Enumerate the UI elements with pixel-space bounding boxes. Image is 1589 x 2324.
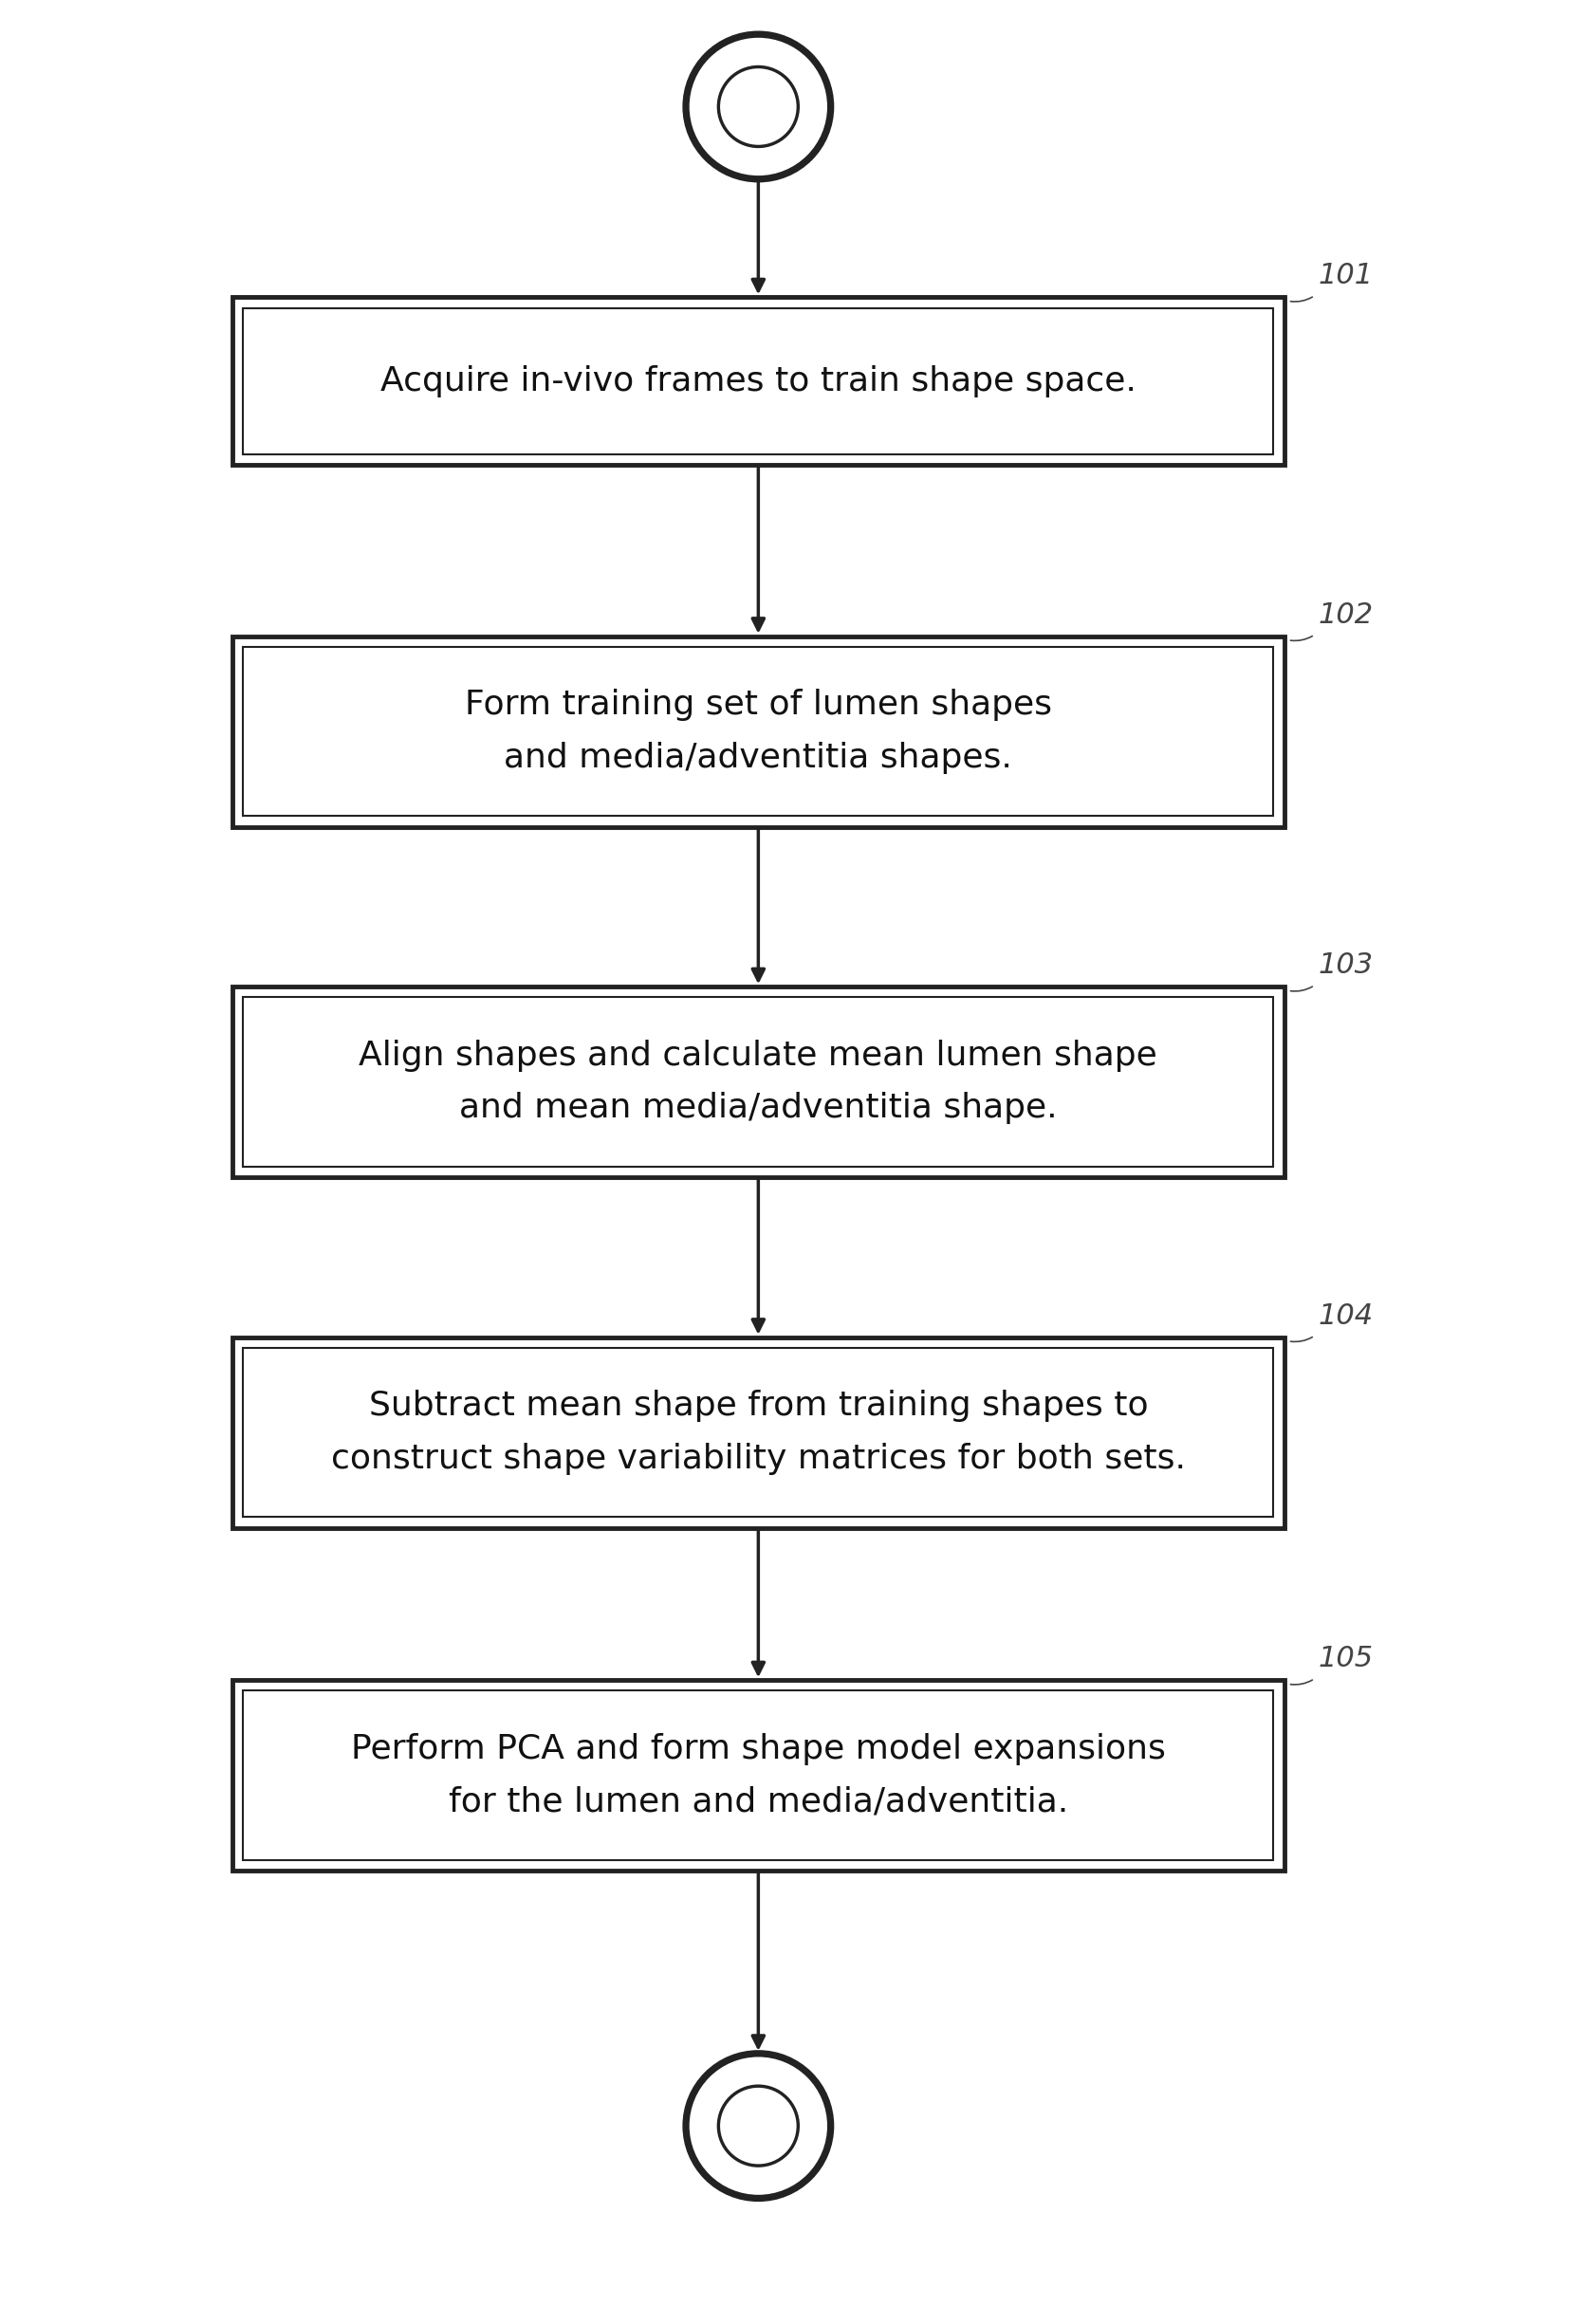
Bar <box>243 1692 1273 1859</box>
Text: 104: 104 <box>1319 1301 1373 1329</box>
Bar <box>232 297 1284 465</box>
Text: Form training set of lumen shapes
and media/adventitia shapes.: Form training set of lumen shapes and me… <box>464 688 1052 774</box>
Text: 105: 105 <box>1319 1645 1373 1673</box>
Bar <box>243 307 1273 453</box>
Bar <box>243 997 1273 1167</box>
Bar <box>232 1680 1284 1871</box>
Bar <box>232 988 1284 1178</box>
Bar <box>232 637 1284 827</box>
Text: Align shapes and calculate mean lumen shape
and mean media/adventitia shape.: Align shapes and calculate mean lumen sh… <box>359 1039 1157 1125</box>
Bar <box>243 1348 1273 1518</box>
Text: Subtract mean shape from training shapes to
construct shape variability matrices: Subtract mean shape from training shapes… <box>331 1390 1185 1476</box>
Bar <box>232 1336 1284 1527</box>
Text: 103: 103 <box>1319 951 1373 978</box>
Text: 102: 102 <box>1319 602 1373 627</box>
Text: Perform PCA and form shape model expansions
for the lumen and media/adventitia.: Perform PCA and form shape model expansi… <box>351 1734 1166 1817</box>
Text: 101: 101 <box>1319 263 1373 290</box>
Text: Acquire in-vivo frames to train shape space.: Acquire in-vivo frames to train shape sp… <box>380 365 1136 397</box>
Bar <box>243 646 1273 816</box>
